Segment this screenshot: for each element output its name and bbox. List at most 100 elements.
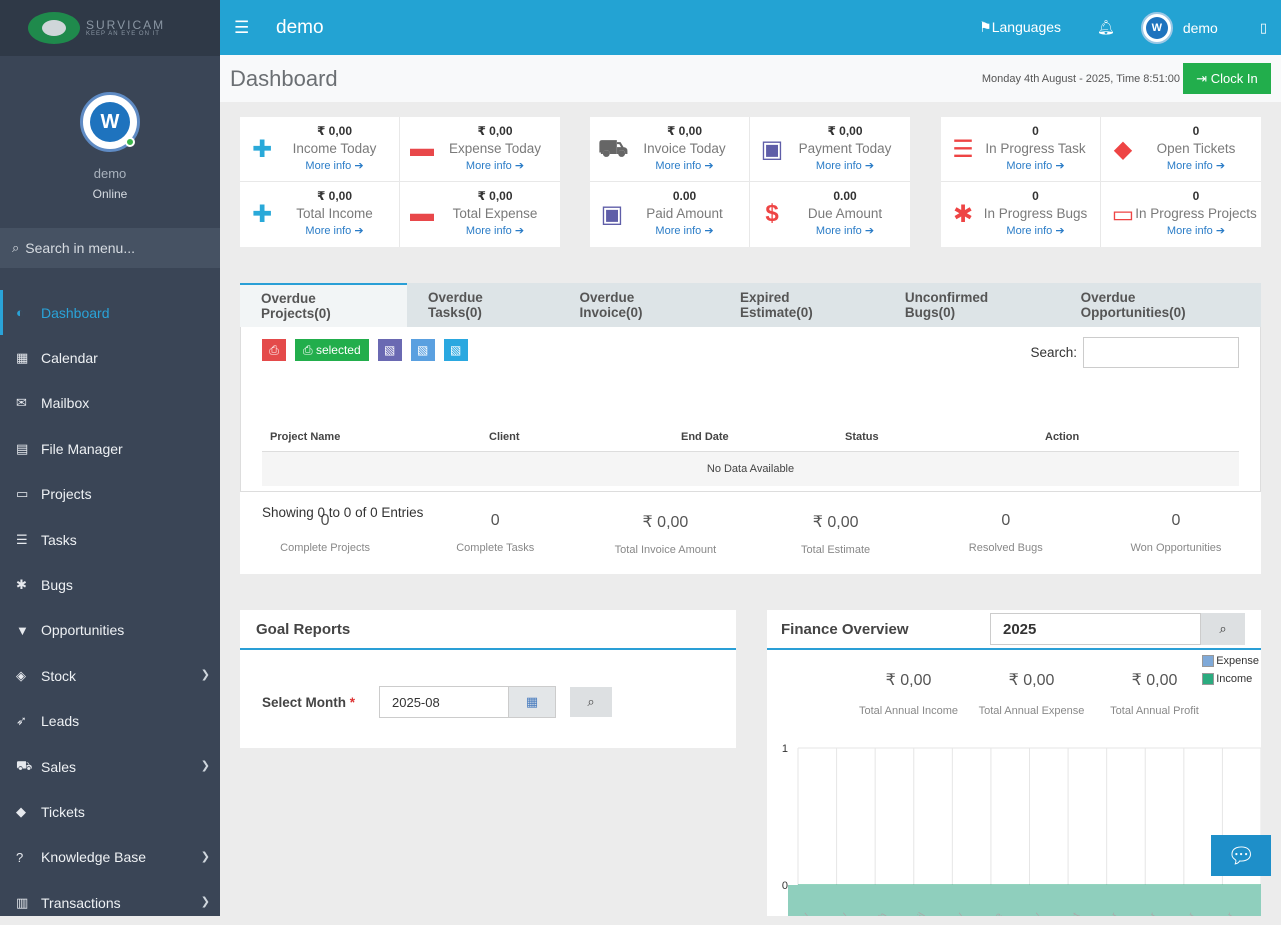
overdue-panel: Overdue Projects(0) Overdue Tasks(0) Overd…: [240, 283, 1261, 574]
app-title: demo: [276, 16, 324, 38]
sidebar-item-label: Tasks: [41, 531, 77, 548]
tab-overdue-projects[interactable]: Overdue Projects(0): [240, 283, 408, 327]
brand-name: SURVICAM: [86, 18, 166, 32]
tab-bar: Overdue Projects(0) Overdue Tasks(0) Overd…: [240, 283, 1261, 327]
brand-tagline: KEEP AN EYE ON IT: [86, 31, 160, 37]
tab-overdue-tasks[interactable]: Overdue Tasks(0): [428, 290, 483, 320]
goal-search-button[interactable]: ⌕: [570, 687, 612, 717]
summary-label: Total Invoice Amount: [614, 544, 717, 556]
finance-stat: ₹ 0,00 Total Annual Expense: [970, 670, 1093, 720]
languages-button[interactable]: ⚑Languages: [979, 19, 1061, 36]
sign-in-icon: ⇥: [1196, 70, 1211, 86]
arrow-circle-right-icon: ➔: [354, 225, 364, 237]
sidebar-item-dashboard[interactable]: ◐ Dashboard: [0, 290, 220, 336]
sidebar-item-file-manager[interactable]: ▤ File Manager: [0, 426, 220, 471]
sidebar: SURVICAM KEEP AN EYE ON IT W demo Online…: [0, 0, 220, 916]
more-info-link[interactable]: More info ➔: [620, 159, 749, 172]
more-info-link[interactable]: More info ➔: [971, 159, 1100, 172]
column-header[interactable]: Status: [837, 423, 1037, 452]
sidebar-item-transactions[interactable]: ▥ Transactions ❯: [0, 880, 220, 925]
sidebar-item-opportunities[interactable]: ▼ Opportunities: [0, 608, 220, 653]
user-avatar[interactable]: W: [1140, 11, 1173, 44]
more-info-text: More info: [1166, 225, 1213, 237]
avatar[interactable]: W: [80, 92, 140, 152]
summary-item: 0 Won Opportunities: [1091, 492, 1261, 574]
stat-label: Income Today: [292, 141, 377, 156]
month-input[interactable]: 2025-08: [379, 686, 509, 718]
more-info-link[interactable]: More info ➔: [780, 224, 910, 237]
clock-in-button[interactable]: ⇥ Clock In: [1183, 63, 1271, 94]
stat-label: In Progress Task: [985, 141, 1086, 156]
summary-value: 0: [1001, 512, 1011, 529]
column-header[interactable]: End Date: [673, 423, 837, 452]
finance-stat-label: Total Annual Profit: [1110, 705, 1199, 717]
required-mark: *: [349, 694, 356, 710]
panel-toggle-icon[interactable]: ▯: [1259, 19, 1267, 35]
sidebar-item-calendar[interactable]: ▦ Calendar: [0, 335, 220, 380]
tab-overdue-invoice[interactable]: Overdue Invoice(0): [579, 290, 643, 320]
user-menu[interactable]: demo: [1182, 19, 1218, 36]
sidebar-item-sales[interactable]: ⛟ Sales ❯: [0, 744, 220, 789]
stat-in-progress-task: ☰ 0 In Progress Task More info ➔: [941, 117, 1101, 182]
print-selected-button[interactable]: ⎙ selected: [295, 339, 369, 361]
pdf-export-button[interactable]: ▧: [443, 339, 468, 361]
tab-expired-estimate[interactable]: Expired Estimate(0): [739, 290, 813, 320]
year-input[interactable]: 2025: [990, 613, 1201, 645]
cart-icon: ⛟: [16, 757, 33, 773]
summary-label: Complete Projects: [280, 542, 371, 554]
sidebar-item-projects[interactable]: ▭ Projects: [0, 472, 220, 517]
sidebar-item-leads[interactable]: ➶ Leads: [0, 699, 220, 744]
arrow-circle-right-icon: ➔: [1215, 160, 1226, 172]
question-icon: ?: [16, 849, 24, 865]
more-info-link[interactable]: More info ➔: [1131, 224, 1261, 237]
table-row: No Data Available: [262, 451, 1239, 486]
sidebar-item-mailbox[interactable]: ✉ Mailbox: [0, 381, 220, 426]
legend-swatch: [1202, 673, 1215, 685]
sidebar-item-label: Opportunities: [41, 622, 125, 639]
sidebar-item-stock[interactable]: ◈ Stock ❯: [0, 653, 220, 698]
tab-overdue-opportunities[interactable]: Overdue Opportunities(0): [1080, 290, 1186, 320]
stat-invoice-today: ⛟ ₹ 0,00 Invoice Today More info ➔: [590, 117, 750, 182]
more-info-link[interactable]: More info ➔: [270, 224, 399, 237]
column-header[interactable]: Client: [481, 423, 673, 452]
sidebar-item-tasks[interactable]: ☰ Tasks: [0, 517, 220, 562]
current-datetime: Monday 4th August - 2025, Time 8:51:00: [981, 72, 1180, 85]
sidebar-item-label: Calendar: [41, 350, 98, 367]
x-tick-label: July: [1025, 911, 1043, 916]
sidebar-item-label: Stock: [41, 667, 77, 684]
bell-icon[interactable]: 🔔︎: [1097, 19, 1115, 35]
search-icon: ⌕: [1219, 621, 1227, 636]
print-icon: ⎙: [269, 342, 279, 357]
tab-unconfirmed-bugs[interactable]: Unconfirmed Bugs(0): [904, 290, 989, 320]
more-info-link[interactable]: More info ➔: [971, 224, 1100, 237]
chevron-right-icon: ❯: [200, 759, 210, 772]
sidebar-item-label: Transactions: [41, 894, 121, 911]
chat-button[interactable]: 💬︎: [1211, 835, 1271, 876]
more-info-link[interactable]: More info ➔: [430, 159, 560, 172]
year-search-button[interactable]: ⌕: [1201, 613, 1245, 645]
more-info-link[interactable]: More info ➔: [780, 159, 910, 172]
more-info-link[interactable]: More info ➔: [270, 159, 399, 172]
user-profile: W demo Online: [0, 56, 220, 228]
sidebar-item-bugs[interactable]: ✱ Bugs: [0, 562, 220, 607]
menu-search-input[interactable]: [25, 240, 196, 256]
stat-value: ₹ 0,00: [477, 124, 513, 138]
table-search-input[interactable]: [1083, 337, 1239, 368]
csv-icon: ▧: [416, 343, 429, 357]
logo[interactable]: SURVICAM KEEP AN EYE ON IT: [0, 0, 220, 56]
hamburger-menu-icon[interactable]: ☰: [234, 17, 250, 37]
summary-value: ₹ 0,00: [812, 514, 859, 531]
calendar-icon[interactable]: ▦: [509, 686, 556, 718]
legend-item[interactable]: Expense: [1202, 652, 1259, 670]
legend-item[interactable]: Income: [1202, 670, 1259, 688]
sidebar-item-knowledge-base[interactable]: ? Knowledge Base ❯: [0, 835, 220, 880]
more-info-link[interactable]: More info ➔: [430, 224, 560, 237]
column-header[interactable]: Project Name: [262, 423, 481, 452]
print-button[interactable]: ⎙: [262, 339, 286, 361]
csv-export-button[interactable]: ▧: [410, 339, 435, 361]
sidebar-item-tickets[interactable]: ◆ Tickets: [0, 789, 220, 834]
excel-export-button[interactable]: ▧: [377, 339, 402, 361]
more-info-link[interactable]: More info ➔: [1131, 159, 1261, 172]
more-info-link[interactable]: More info ➔: [620, 224, 749, 237]
column-header[interactable]: Action: [1037, 423, 1239, 452]
